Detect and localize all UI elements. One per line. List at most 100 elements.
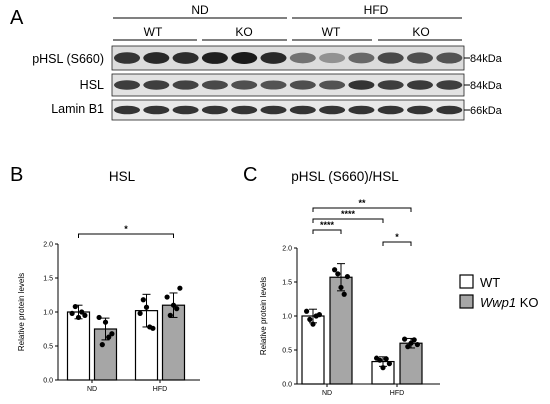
blot-band: [231, 52, 258, 64]
data-point: [82, 312, 88, 318]
blot-band: [289, 105, 316, 115]
blot-band: [201, 52, 228, 64]
blot-band: [377, 80, 404, 90]
y-tick-label: 1.5: [282, 280, 292, 287]
y-tick-label: 2.0: [43, 242, 53, 249]
chart-c: 0.0 0.5 1.0 1.5 2.0 Relative protein levels ND…: [259, 198, 440, 397]
blot-band: [377, 52, 404, 64]
data-point: [411, 337, 417, 343]
significance-bracket: [78, 233, 174, 238]
y-axis-label: Relative protein levels: [259, 277, 268, 355]
data-point: [140, 297, 146, 303]
blot-row-label-laminb1: Lamin B1: [51, 102, 104, 116]
blot-band: [319, 80, 346, 90]
bar: [329, 276, 353, 385]
data-point: [96, 314, 102, 321]
y-tick-label: 2.0: [282, 246, 292, 253]
data-point: [150, 325, 156, 331]
blot-band: [319, 105, 346, 115]
x-tick-label: ND: [87, 386, 97, 393]
blot-genotype-hfd-wt: WT: [322, 25, 341, 39]
blot-band: [114, 80, 140, 90]
blot-band: [260, 80, 287, 90]
data-point: [137, 310, 143, 316]
blot-diet-nd: ND: [191, 3, 209, 17]
blot-band: [348, 52, 375, 64]
y-tick-label: 1.0: [43, 310, 53, 317]
blot-band: [143, 80, 170, 90]
y-tick-label: 1.0: [282, 314, 292, 321]
mw-label-phsl: 84kDa: [470, 53, 503, 65]
blot-band: [114, 52, 140, 64]
blot-band: [436, 52, 463, 64]
blot-diet-hfd: HFD: [364, 3, 389, 17]
chart-b: 0.0 0.5 1.0 1.5 2.0 Relative protein levels ND…: [17, 224, 200, 393]
significance-label: **: [358, 198, 366, 208]
blot-band: [231, 80, 258, 90]
legend-label-ko: Wwp1 KO: [480, 295, 539, 310]
data-point: [102, 319, 109, 325]
y-tick-label: 0.5: [282, 348, 292, 355]
data-point: [335, 271, 341, 277]
blot-band: [436, 105, 463, 115]
blot-band: [377, 105, 404, 115]
data-point: [170, 302, 177, 308]
blot-band: [172, 105, 199, 115]
data-point: [316, 312, 322, 318]
x-tick-label: HFD: [390, 390, 404, 397]
y-tick-label: 0.0: [282, 382, 292, 389]
blot-band: [201, 80, 228, 90]
significance-bracket: [312, 218, 384, 223]
significance-label: *: [124, 224, 128, 234]
legend-swatch-wt: [459, 274, 474, 289]
blot-band: [407, 80, 433, 90]
significance-bracket: [312, 207, 412, 212]
data-point: [72, 303, 78, 310]
mw-label-hsl: 84kDa: [470, 80, 503, 92]
blot-band: [231, 105, 258, 115]
data-point: [167, 312, 173, 318]
legend: WT Wwp1 KO: [459, 274, 539, 310]
data-point: [341, 291, 347, 297]
blot-band: [319, 52, 346, 64]
legend-label-wt: WT: [480, 275, 500, 290]
blot-genotype-nd-ko: KO: [235, 25, 252, 39]
blot-strip-phsl: [111, 45, 465, 71]
data-point: [75, 314, 82, 321]
blot-band: [143, 52, 170, 64]
y-tick-label: 0.0: [43, 378, 53, 385]
data-point: [408, 340, 414, 346]
data-point: [164, 294, 170, 300]
blot-band: [143, 105, 170, 115]
data-point: [109, 331, 115, 337]
data-point: [414, 341, 420, 348]
y-axis-label: Relative protein levels: [17, 273, 26, 351]
data-point: [310, 321, 316, 327]
data-point: [307, 316, 313, 322]
blot-band: [172, 80, 199, 90]
data-point: [304, 308, 310, 314]
blot-genotype-nd-wt: WT: [144, 25, 163, 39]
data-point: [377, 357, 383, 363]
data-point: [386, 361, 392, 367]
bar: [66, 311, 91, 381]
data-point: [174, 306, 180, 312]
data-point: [402, 336, 408, 342]
panel-label-c: C: [243, 164, 257, 186]
significance-label: ****: [341, 209, 356, 219]
data-point: [405, 344, 411, 350]
data-point: [380, 365, 386, 371]
significance-label: *: [395, 232, 399, 242]
blot-band: [289, 52, 316, 64]
blot-band: [260, 105, 287, 115]
blot-band: [172, 52, 199, 64]
data-point: [332, 267, 338, 273]
data-point: [383, 356, 389, 362]
blot-band: [436, 80, 463, 90]
data-point: [338, 284, 344, 291]
blot-band: [348, 105, 375, 115]
bar: [399, 342, 423, 385]
data-point: [344, 273, 350, 280]
data-point: [143, 304, 150, 310]
